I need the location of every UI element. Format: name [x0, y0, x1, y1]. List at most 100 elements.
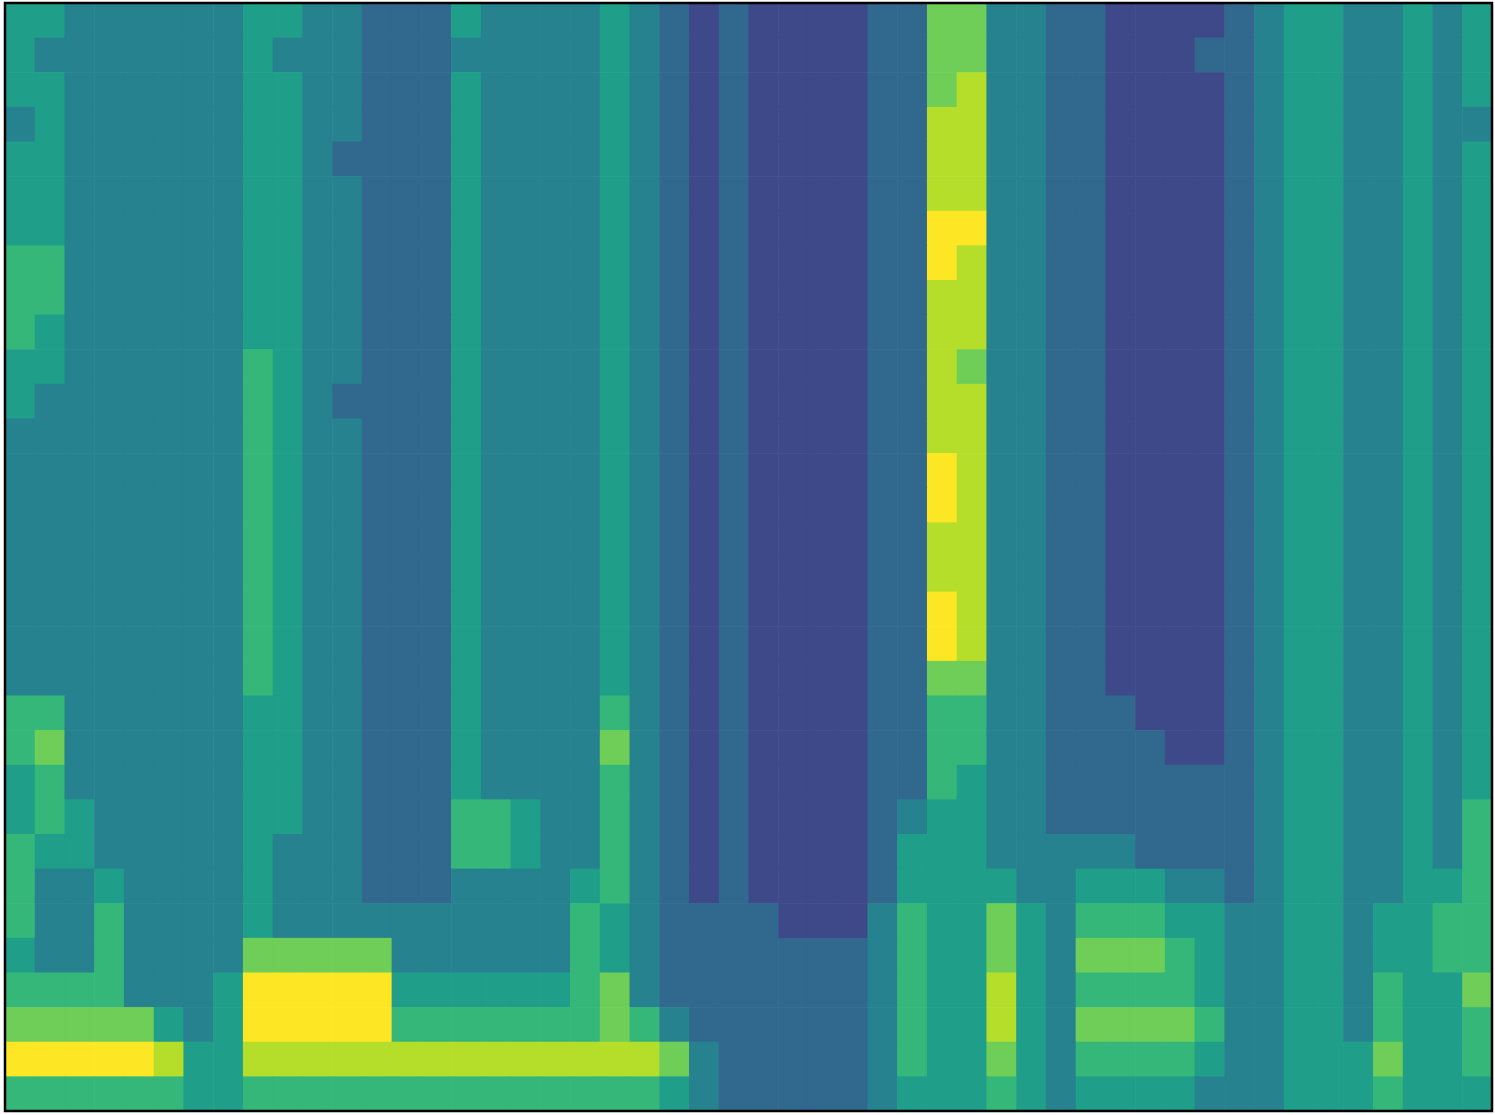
heatmap-cell: [1076, 211, 1106, 246]
heatmap-cell: [1046, 280, 1076, 315]
heatmap-cell: [1135, 72, 1165, 107]
heatmap-cell: [808, 522, 838, 557]
heatmap-cell: [64, 592, 94, 627]
heatmap-cell: [154, 384, 184, 419]
heatmap-cell: [630, 696, 660, 731]
heatmap-cell: [630, 592, 660, 627]
heatmap-cell: [1224, 211, 1254, 246]
heatmap-cell: [332, 419, 362, 454]
heatmap-cell: [154, 453, 184, 488]
heatmap-cell: [778, 696, 808, 731]
heatmap-cell: [1016, 730, 1046, 765]
heatmap-cell: [392, 661, 422, 696]
heatmap-cell: [1343, 522, 1373, 557]
heatmap-cell: [778, 280, 808, 315]
heatmap-cell: [1373, 384, 1403, 419]
heatmap-cell: [838, 869, 868, 904]
heatmap-cell: [1462, 176, 1492, 211]
heatmap-cell: [1343, 419, 1373, 454]
heatmap-cell: [1314, 488, 1344, 523]
heatmap-cell: [808, 1042, 838, 1077]
heatmap-cell: [540, 522, 570, 557]
heatmap-cell: [421, 488, 451, 523]
heatmap-cell: [778, 1042, 808, 1077]
heatmap-cell: [957, 557, 987, 592]
heatmap-cell: [1254, 522, 1284, 557]
heatmap-cell: [897, 661, 927, 696]
heatmap-cell: [183, 557, 213, 592]
heatmap-cell: [1284, 765, 1314, 800]
heatmap-cell: [35, 799, 65, 834]
heatmap-cell: [1284, 38, 1314, 73]
heatmap-cell: [1254, 1007, 1284, 1042]
heatmap-cell: [213, 973, 243, 1008]
heatmap-cell: [838, 1042, 868, 1077]
heatmap-cell: [1314, 730, 1344, 765]
heatmap-cell: [1105, 903, 1135, 938]
heatmap-cell: [1284, 349, 1314, 384]
heatmap-cell: [1462, 938, 1492, 973]
heatmap-cell: [749, 453, 779, 488]
heatmap-cell: [421, 280, 451, 315]
heatmap-cell: [1403, 211, 1433, 246]
heatmap-cell: [540, 488, 570, 523]
heatmap-cell: [332, 349, 362, 384]
heatmap-cell: [302, 419, 332, 454]
heatmap-cell: [213, 696, 243, 731]
heatmap-cell: [1105, 349, 1135, 384]
heatmap-cell: [719, 730, 749, 765]
heatmap-cell: [35, 315, 65, 350]
heatmap-cell: [749, 592, 779, 627]
heatmap-cell: [957, 142, 987, 177]
heatmap-cell: [689, 315, 719, 350]
heatmap-cell: [1403, 142, 1433, 177]
heatmap-cell: [213, 626, 243, 661]
heatmap-cell: [35, 522, 65, 557]
heatmap-cell: [1314, 3, 1344, 38]
heatmap-cell: [1343, 973, 1373, 1008]
heatmap-cell: [273, 1007, 303, 1042]
heatmap-cell: [5, 730, 35, 765]
heatmap-cell: [986, 107, 1016, 142]
heatmap-cell: [778, 1007, 808, 1042]
heatmap-cell: [1016, 1007, 1046, 1042]
heatmap-cell: [481, 107, 511, 142]
heatmap-cell: [5, 626, 35, 661]
heatmap-cell: [1314, 592, 1344, 627]
heatmap-cell: [1314, 211, 1344, 246]
heatmap-cell: [1314, 1076, 1344, 1111]
heatmap-cell: [1165, 349, 1195, 384]
heatmap-cell: [1314, 903, 1344, 938]
heatmap-cell: [64, 349, 94, 384]
heatmap-cell: [421, 696, 451, 731]
heatmap-cell: [957, 730, 987, 765]
heatmap-cell: [1254, 730, 1284, 765]
heatmap-cell: [1343, 245, 1373, 280]
heatmap-cell: [570, 107, 600, 142]
heatmap-cell: [897, 626, 927, 661]
heatmap-cell: [778, 903, 808, 938]
heatmap-cell: [35, 211, 65, 246]
heatmap-cell: [957, 384, 987, 419]
heatmap-cell: [243, 869, 273, 904]
heatmap-cell: [1046, 834, 1076, 869]
heatmap-cell: [1165, 384, 1195, 419]
heatmap-cell: [1403, 557, 1433, 592]
heatmap-cell: [570, 522, 600, 557]
heatmap-cell: [183, 419, 213, 454]
heatmap-cell: [838, 488, 868, 523]
heatmap-cell: [362, 211, 392, 246]
heatmap-cell: [302, 488, 332, 523]
heatmap-cell: [213, 72, 243, 107]
heatmap-cell: [183, 765, 213, 800]
heatmap-cell: [1343, 592, 1373, 627]
heatmap-cell: [213, 1042, 243, 1077]
heatmap-cell: [570, 488, 600, 523]
heatmap-cell: [154, 1042, 184, 1077]
heatmap-cell: [838, 176, 868, 211]
heatmap-cell: [689, 176, 719, 211]
heatmap-cell: [124, 107, 154, 142]
heatmap-cell: [1105, 1076, 1135, 1111]
heatmap-cell: [897, 280, 927, 315]
heatmap-cell: [897, 903, 927, 938]
